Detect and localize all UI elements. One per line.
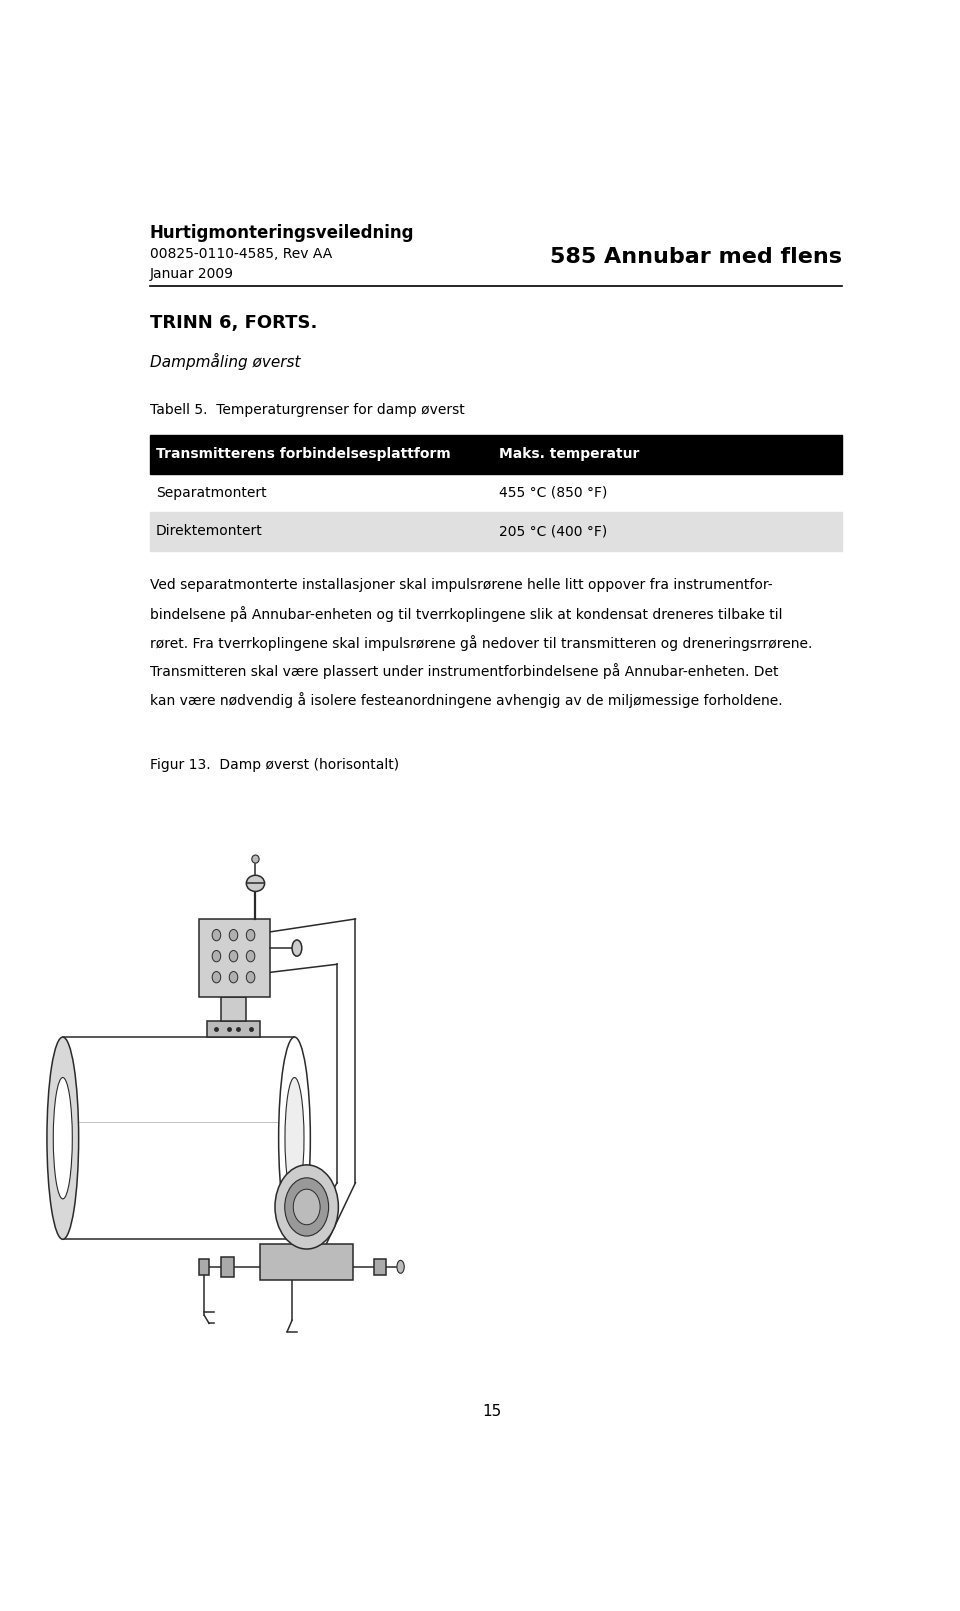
Text: Ved separatmonterte installasjoner skal impulsrørene helle litt oppover fra inst: Ved separatmonterte installasjoner skal … (150, 578, 773, 591)
Text: Tabell 5.  Temperaturgrenser for damp øverst: Tabell 5. Temperaturgrenser for damp øve… (150, 403, 465, 417)
Ellipse shape (292, 939, 301, 957)
Text: 205 °C (400 °F): 205 °C (400 °F) (499, 524, 608, 538)
Ellipse shape (275, 1165, 338, 1249)
Text: 455 °C (850 °F): 455 °C (850 °F) (499, 487, 608, 499)
Ellipse shape (212, 950, 221, 962)
Ellipse shape (396, 1260, 404, 1273)
Bar (150, 474, 842, 512)
Ellipse shape (247, 875, 265, 891)
Bar (373, 1258, 386, 1274)
Text: Maks. temperatur: Maks. temperatur (499, 448, 639, 461)
Bar (150, 435, 842, 474)
Text: 585 Annubar med flens: 585 Annubar med flens (550, 246, 842, 267)
Text: Transmitterens forbindelsesplattform: Transmitterens forbindelsesplattform (156, 448, 450, 461)
Text: Hurtigmonteringsveiledning: Hurtigmonteringsveiledning (150, 224, 415, 242)
Bar (222, 997, 246, 1021)
Ellipse shape (285, 1178, 328, 1236)
Bar (150, 512, 842, 551)
Bar (200, 918, 270, 997)
Bar (222, 1257, 233, 1276)
Text: bindelsene på Annubar-enheten og til tverrkoplingene slik at kondensat dreneres : bindelsene på Annubar-enheten og til tve… (150, 606, 782, 622)
Ellipse shape (293, 1189, 320, 1224)
Text: 00825-0110-4585, Rev AA: 00825-0110-4585, Rev AA (150, 246, 332, 261)
Text: Direktemontert: Direktemontert (156, 524, 262, 538)
Text: Figur 13.  Damp øverst (horisontalt): Figur 13. Damp øverst (horisontalt) (150, 757, 399, 772)
Ellipse shape (212, 971, 221, 983)
Text: Dampmåling øverst: Dampmåling øverst (150, 353, 300, 371)
Text: Januar 2009: Januar 2009 (150, 266, 234, 280)
Ellipse shape (278, 1037, 310, 1239)
Ellipse shape (247, 971, 254, 983)
Ellipse shape (252, 855, 259, 863)
Ellipse shape (53, 1078, 72, 1199)
Text: røret. Fra tverrkoplingene skal impulsrørene gå nedover til transmitteren og dre: røret. Fra tverrkoplingene skal impulsrø… (150, 635, 812, 651)
Bar (260, 1244, 353, 1279)
Ellipse shape (247, 950, 254, 962)
Ellipse shape (212, 930, 221, 941)
Bar (200, 1258, 209, 1274)
Text: 15: 15 (482, 1403, 502, 1419)
Text: Separatmontert: Separatmontert (156, 487, 266, 499)
Ellipse shape (285, 1078, 304, 1199)
Ellipse shape (229, 930, 238, 941)
Ellipse shape (229, 950, 238, 962)
Bar (206, 1021, 260, 1037)
Ellipse shape (229, 971, 238, 983)
Text: kan være nødvendig å isolere festeanordningene avhengig av de miljømessige forho: kan være nødvendig å isolere festeanordn… (150, 693, 782, 707)
Ellipse shape (47, 1037, 79, 1239)
Ellipse shape (247, 930, 254, 941)
Text: Transmitteren skal være plassert under instrumentforbindelsene på Annubar-enhete: Transmitteren skal være plassert under i… (150, 664, 779, 680)
Text: TRINN 6, FORTS.: TRINN 6, FORTS. (150, 314, 317, 332)
